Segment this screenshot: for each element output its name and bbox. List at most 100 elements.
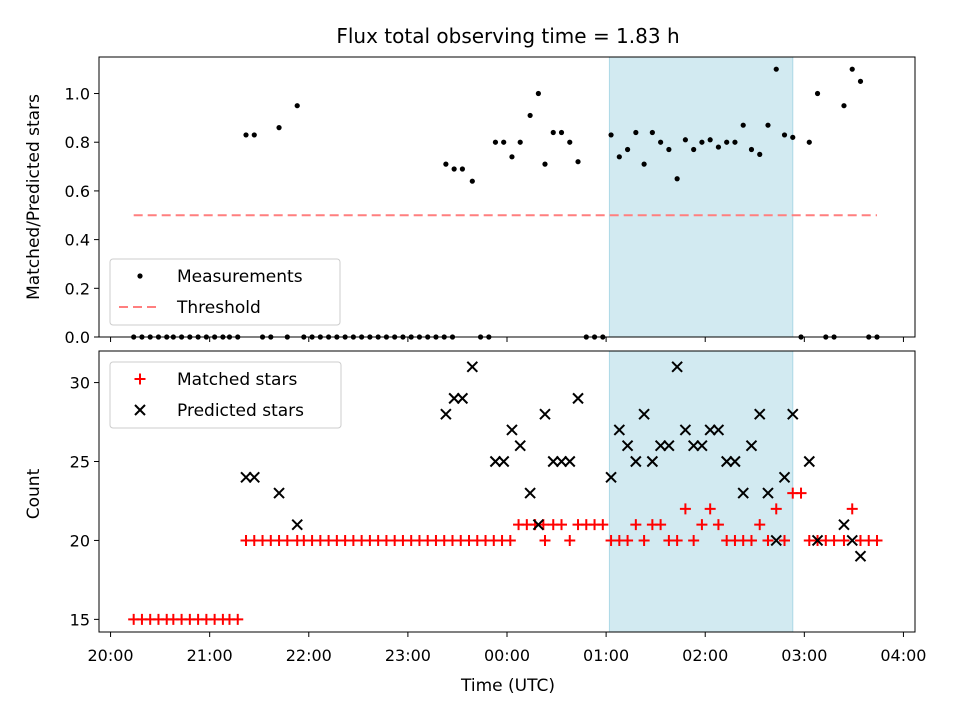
y-tick-label: 0.2 <box>65 279 90 298</box>
data-point <box>696 440 708 452</box>
data-point <box>630 455 642 468</box>
top-y-axis-label: Matched/Predicted stars <box>24 94 44 300</box>
data-point <box>704 503 716 515</box>
data-point <box>773 66 779 72</box>
legend-box <box>109 361 342 429</box>
data-point <box>558 129 565 136</box>
series-1 <box>240 361 867 562</box>
data-point <box>849 66 855 72</box>
data-point <box>754 519 766 531</box>
data-point <box>712 519 724 531</box>
data-point <box>828 534 840 546</box>
data-point <box>630 519 642 531</box>
data-point <box>492 139 499 145</box>
data-point <box>696 519 708 531</box>
data-point <box>679 424 692 436</box>
data-point <box>688 534 700 546</box>
data-point <box>514 440 526 452</box>
series-0 <box>128 487 883 625</box>
data-point <box>638 534 650 546</box>
y-tick-label: 25 <box>70 453 90 472</box>
legend-label: Threshold <box>176 298 261 318</box>
data-point <box>740 122 746 128</box>
data-point <box>555 455 568 468</box>
data-point <box>806 139 812 145</box>
data-point <box>608 132 614 138</box>
data-point <box>532 518 545 531</box>
data-point <box>737 487 749 499</box>
data-point <box>232 613 244 625</box>
data-point <box>527 112 533 119</box>
data-point <box>745 534 757 546</box>
x-tick-label: 01:00 <box>583 646 629 665</box>
data-point <box>649 129 655 136</box>
data-point <box>556 519 568 531</box>
data-point <box>539 534 551 546</box>
x-tick-label: 23:00 <box>385 646 431 665</box>
data-point <box>504 534 516 546</box>
data-point <box>729 455 741 468</box>
data-point <box>674 176 680 182</box>
y-tick-label: 30 <box>70 374 90 393</box>
x-tick-label: 03:00 <box>781 646 827 665</box>
data-point <box>687 440 700 452</box>
observing-window-band <box>608 350 794 633</box>
data-point <box>281 534 293 546</box>
data-point <box>790 134 796 140</box>
data-point <box>671 534 683 546</box>
data-point <box>448 392 460 405</box>
data-point <box>633 129 639 136</box>
data-point <box>803 455 815 468</box>
data-point <box>517 139 523 145</box>
data-point <box>795 487 807 499</box>
data-point <box>770 503 782 515</box>
data-point <box>770 534 782 547</box>
data-point <box>682 137 688 143</box>
data-point <box>469 178 475 184</box>
data-point <box>854 550 867 562</box>
data-point <box>745 440 758 452</box>
legend-swatch <box>134 404 146 416</box>
data-point <box>273 487 285 499</box>
y-tick-label: 0.8 <box>65 133 90 152</box>
data-point <box>547 455 559 468</box>
data-point <box>550 129 556 136</box>
legend-box <box>109 258 341 326</box>
data-point <box>616 154 622 160</box>
data-point <box>497 455 510 468</box>
legend-label: Measurements <box>177 267 303 287</box>
data-point <box>666 146 672 153</box>
data-point <box>762 534 774 546</box>
data-point <box>811 534 824 547</box>
data-point <box>624 146 631 153</box>
y-tick-label: 0.6 <box>65 182 90 201</box>
y-tick-label: 0.4 <box>65 231 90 250</box>
y-tick-label: 0.0 <box>65 328 90 347</box>
x-tick-label: 04:00 <box>880 646 926 665</box>
legend-label: Predicted stars <box>177 401 304 421</box>
data-point <box>597 519 609 531</box>
data-point <box>781 132 788 138</box>
data-point <box>443 161 449 167</box>
top-panel: 0.0 0.2 0.4 0.6 0.8 1.0 Measurements Threshold <box>65 56 916 347</box>
legend-swatch <box>134 373 146 385</box>
data-point <box>459 166 466 172</box>
data-point <box>814 90 821 97</box>
data-point <box>524 487 536 499</box>
data-point <box>248 471 260 483</box>
legend-label: Matched stars <box>177 370 297 390</box>
data-point <box>240 471 252 483</box>
x-axis-label: Time (UTC) <box>460 676 555 696</box>
data-point <box>762 487 774 499</box>
data-point <box>621 440 634 452</box>
data-point <box>542 161 548 167</box>
data-point <box>605 471 617 483</box>
data-point <box>748 146 755 153</box>
data-point <box>646 455 659 468</box>
data-point <box>779 534 791 546</box>
data-point <box>765 122 771 128</box>
data-point <box>564 534 576 546</box>
data-point <box>841 103 847 109</box>
